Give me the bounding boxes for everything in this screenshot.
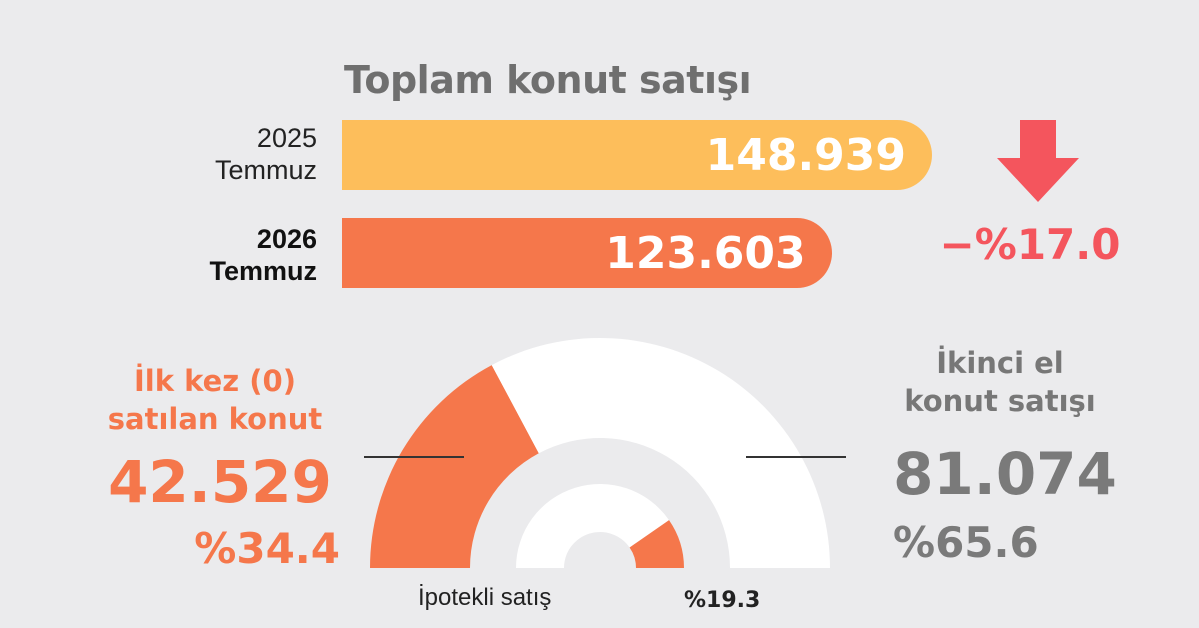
mortgage-label: İpotekli satış — [418, 584, 552, 611]
first-sale-title: İlk kez (0) satılan konut — [70, 362, 360, 438]
bar-label-2025-year: 2025 — [256, 123, 317, 153]
bar-2026: 123.603 — [342, 218, 832, 288]
bar-2025-value-label: 148.939 — [705, 129, 906, 181]
leader-line-left — [364, 456, 464, 458]
inner-gauge-rest — [516, 484, 670, 568]
first-sale-value: 42.529 — [108, 448, 332, 516]
change-percent: −%17.0 — [939, 220, 1121, 269]
gauge-chart — [370, 338, 830, 568]
bar-label-2026: 2026 Temmuz — [117, 223, 317, 287]
second-hand-title: İkinci el konut satışı — [870, 344, 1130, 420]
second-hand-title-line2: konut satışı — [904, 384, 1096, 418]
first-sale-percent: %34.4 — [194, 524, 340, 573]
first-sale-title-line2: satılan konut — [107, 402, 323, 436]
chart-title: Toplam konut satışı — [344, 58, 752, 102]
inner-gauge-slice-mortgage — [629, 520, 684, 568]
gauge-slice-first-sale — [370, 365, 539, 568]
second-hand-title-line1: İkinci el — [936, 346, 1064, 380]
down-arrow-icon — [997, 120, 1079, 202]
first-sale-title-line1: İlk kez (0) — [134, 364, 296, 398]
bar-2025: 148.939 — [342, 120, 932, 190]
gauge-slice-second-hand — [491, 338, 830, 568]
bar-label-2026-month: Temmuz — [209, 256, 317, 286]
second-hand-value: 81.074 — [893, 440, 1117, 508]
bar-label-2025-month: Temmuz — [214, 155, 317, 185]
leader-line-right — [746, 456, 846, 458]
mortgage-percent: %19.3 — [684, 588, 761, 613]
second-hand-percent: %65.6 — [893, 518, 1039, 567]
bar-label-2025: 2025 Temmuz — [117, 122, 317, 186]
bar-label-2026-year: 2026 — [256, 224, 317, 254]
bar-2026-value-label: 123.603 — [605, 227, 806, 279]
